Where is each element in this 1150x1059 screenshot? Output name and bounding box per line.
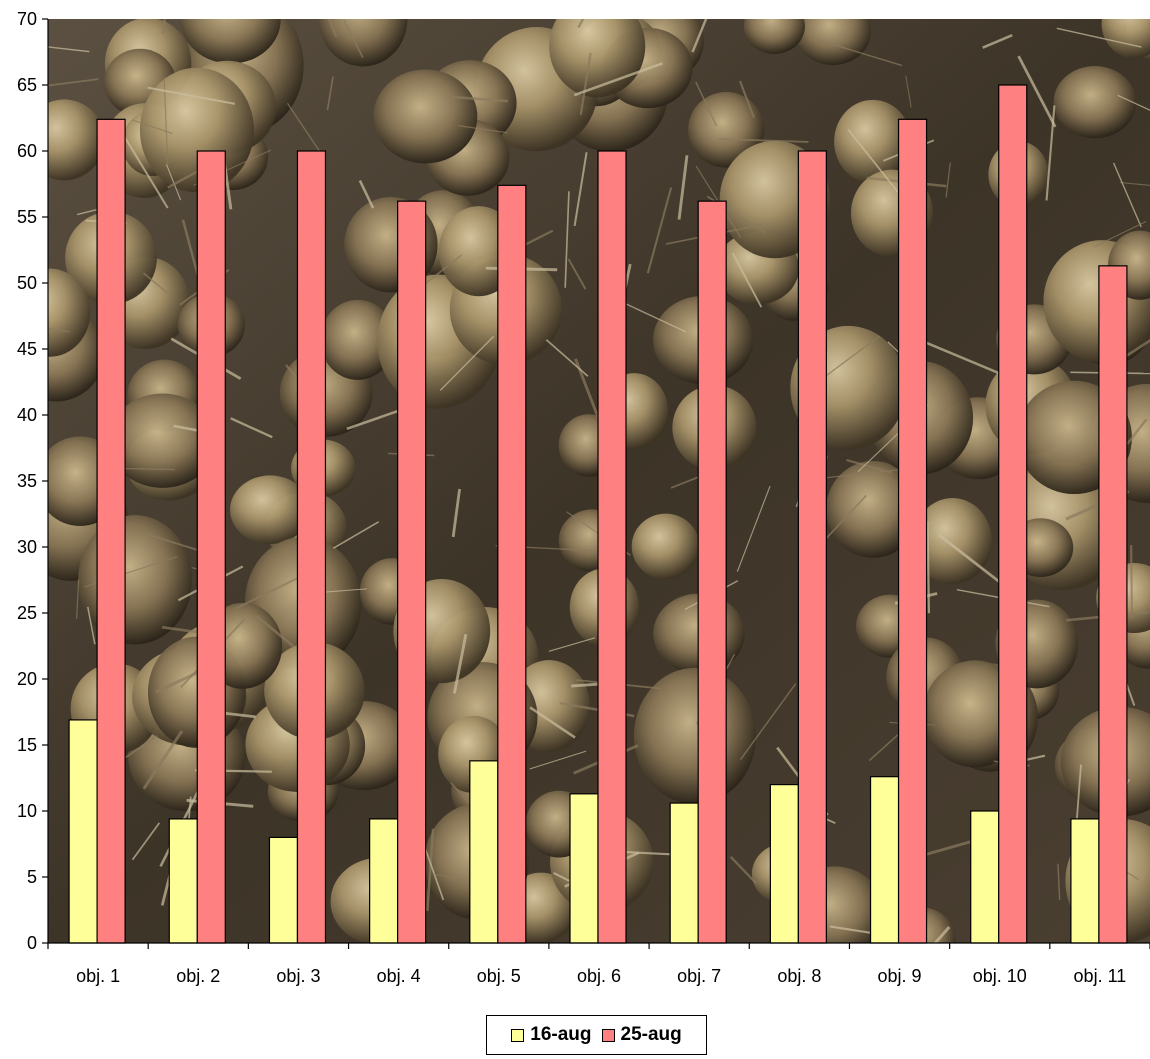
y-tick-label: 25 xyxy=(17,603,37,623)
legend-label-16-aug: 16-aug xyxy=(530,1024,592,1045)
bar-25-aug-obj-4 xyxy=(397,200,427,944)
legend-item-25-aug: 25-aug xyxy=(601,1024,682,1046)
x-tick-label: obj. 3 xyxy=(276,966,320,986)
bar-16-aug-obj-10 xyxy=(970,810,1000,944)
y-tick-label: 40 xyxy=(17,405,37,425)
bar-25-aug-obj-11 xyxy=(1098,265,1128,944)
bar-25-aug-obj-5 xyxy=(497,184,527,944)
y-tick-label: 65 xyxy=(17,75,37,95)
y-tick-label: 60 xyxy=(17,141,37,161)
bar-16-aug-obj-8 xyxy=(769,783,799,944)
y-tick-label: 35 xyxy=(17,471,37,491)
y-tick-label: 15 xyxy=(17,735,37,755)
bar-16-aug-obj-3 xyxy=(268,836,299,944)
legend-label-25-aug: 25-aug xyxy=(620,1024,682,1045)
bar-16-aug-obj-4 xyxy=(369,818,399,944)
y-tick-label: 10 xyxy=(17,801,37,821)
y-tick-label: 70 xyxy=(17,9,37,29)
bar-25-aug-obj-10 xyxy=(998,84,1028,944)
legend-swatch-16-aug xyxy=(511,1028,525,1042)
bar-25-aug-obj-1 xyxy=(96,118,126,944)
bar-25-aug-obj-6 xyxy=(597,150,627,944)
x-tick-label: obj. 11 xyxy=(1074,966,1127,986)
x-tick-label: obj. 1 xyxy=(76,966,120,986)
bar-25-aug-obj-3 xyxy=(296,150,327,944)
x-tick-label: obj. 5 xyxy=(477,966,521,986)
legend: 16-aug 25-aug xyxy=(486,1015,707,1055)
x-tick-label: obj. 6 xyxy=(577,966,621,986)
y-tick-label: 0 xyxy=(27,933,37,953)
bar-16-aug-obj-2 xyxy=(168,818,198,944)
bar-16-aug-obj-6 xyxy=(569,793,599,944)
y-tick-label: 50 xyxy=(17,273,37,293)
bar-25-aug-obj-9 xyxy=(897,118,928,944)
bar-16-aug-obj-7 xyxy=(669,802,699,944)
axes-layer: 0 5 10 15 20 25 30 35 40 45 50 55 60 65 70 obj. 1 obj. 2… xyxy=(17,9,1150,986)
bar-25-aug-obj-7 xyxy=(697,200,727,944)
x-tick-label: obj. 4 xyxy=(377,966,421,986)
x-tick-label: obj. 9 xyxy=(878,966,922,986)
legend-swatch-25-aug xyxy=(601,1028,615,1042)
bar-chart: 0 5 10 15 20 25 30 35 40 45 50 55 60 65 70 obj. 1 obj. 2… xyxy=(17,9,1150,986)
x-tick-label: obj. 2 xyxy=(176,966,220,986)
bar-16-aug-obj-1 xyxy=(68,719,98,944)
legend-item-16-aug: 16-aug xyxy=(511,1024,592,1046)
bar-25-aug-obj-2 xyxy=(196,150,226,944)
y-tick-label: 30 xyxy=(17,537,37,557)
y-tick-label: 20 xyxy=(17,669,37,689)
bar-16-aug-obj-11 xyxy=(1070,818,1100,944)
y-tick-label: 45 xyxy=(17,339,37,359)
bar-16-aug-obj-5 xyxy=(469,760,499,944)
x-tick-label: obj. 10 xyxy=(973,966,1027,986)
bar-16-aug-obj-9 xyxy=(869,776,900,944)
bar-25-aug-obj-8 xyxy=(797,150,827,944)
x-tick-label: obj. 7 xyxy=(677,966,721,986)
x-tick-label: obj. 8 xyxy=(777,966,821,986)
y-tick-label: 55 xyxy=(17,207,37,227)
y-tick-label: 5 xyxy=(27,867,37,887)
